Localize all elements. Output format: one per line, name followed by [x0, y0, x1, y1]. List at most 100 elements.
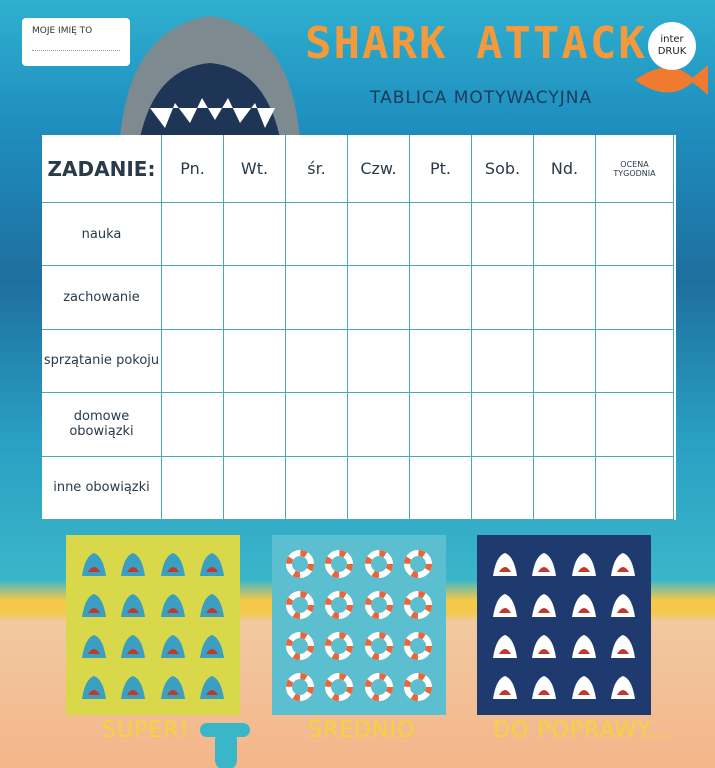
empty-cell	[286, 203, 348, 267]
empty-cell	[286, 266, 348, 330]
sticker	[193, 666, 233, 707]
subtitle: TABLICA MOTYWACYJNA	[370, 88, 593, 108]
empty-cell	[348, 329, 410, 394]
ring-icon	[325, 549, 354, 578]
task-table: ZADANIE: Pn. Wt. śr. Czw. Pt. Sob. Nd. OCENA TYG…	[42, 135, 676, 520]
empty-cell	[162, 393, 224, 457]
column-header: Pn.	[162, 135, 224, 203]
empty-cell	[534, 266, 596, 330]
empty-cell	[348, 266, 410, 330]
sticker	[193, 625, 233, 666]
sticker	[525, 666, 565, 707]
sticker	[320, 584, 360, 625]
task-label: nauka	[42, 203, 162, 267]
sticker	[399, 666, 439, 707]
shark-icon	[611, 593, 636, 617]
sticker	[485, 625, 525, 666]
sticker	[604, 584, 644, 625]
ring-icon	[364, 549, 393, 578]
sticker	[485, 666, 525, 707]
ring-icon	[404, 549, 433, 578]
sticker	[114, 584, 154, 625]
shark-icon	[121, 552, 146, 576]
ring-icon	[285, 549, 314, 578]
empty-cell	[596, 266, 674, 330]
name-label: MOJE IMIĘ TO	[32, 26, 93, 36]
shark-icon	[611, 675, 636, 699]
empty-cell	[596, 393, 674, 457]
shark-illustration	[120, 16, 300, 138]
shark-icon	[532, 552, 557, 576]
ring-icon	[404, 672, 433, 701]
empty-cell	[286, 456, 348, 520]
shark-icon	[492, 593, 517, 617]
name-box: MOJE IMIĘ TO	[22, 18, 130, 66]
sticker	[153, 625, 193, 666]
empty-cell	[286, 393, 348, 457]
sticker	[153, 543, 193, 584]
shark-icon	[532, 675, 557, 699]
sticker	[604, 543, 644, 584]
sticker	[525, 543, 565, 584]
empty-cell	[472, 203, 534, 267]
empty-cell	[162, 266, 224, 330]
ring-icon	[404, 590, 433, 619]
sticker	[359, 543, 399, 584]
sticker	[74, 625, 114, 666]
sticker	[280, 584, 320, 625]
ring-icon	[285, 631, 314, 660]
sticker	[564, 625, 604, 666]
fish-icon	[635, 65, 708, 95]
empty-cell	[472, 329, 534, 394]
sticker	[604, 666, 644, 707]
empty-cell	[472, 393, 534, 457]
sticker	[525, 584, 565, 625]
shark-icon	[571, 552, 596, 576]
empty-cell	[224, 393, 286, 457]
column-header: ZADANIE:	[42, 135, 162, 203]
empty-cell	[596, 329, 674, 394]
ring-icon	[285, 672, 314, 701]
shark-icon	[200, 634, 225, 658]
sticker-sheet	[272, 535, 446, 715]
ring-icon	[325, 590, 354, 619]
shark-icon	[81, 675, 106, 699]
empty-cell	[472, 456, 534, 520]
sticker	[604, 625, 644, 666]
empty-cell	[224, 456, 286, 520]
shark-icon	[611, 552, 636, 576]
shark-icon	[160, 634, 185, 658]
shark-icon	[160, 675, 185, 699]
sticker	[564, 543, 604, 584]
shark-icon	[160, 552, 185, 576]
sticker	[359, 666, 399, 707]
task-label: inne obowiązki	[42, 456, 162, 520]
sticker	[320, 543, 360, 584]
empty-cell	[162, 203, 224, 267]
sticker	[485, 543, 525, 584]
shark-icon	[121, 634, 146, 658]
shark-icon	[571, 634, 596, 658]
brand-logo: inter DRUK	[648, 22, 696, 70]
sticker	[280, 666, 320, 707]
empty-cell	[534, 329, 596, 394]
empty-cell	[224, 266, 286, 330]
task-label: domowe obowiązki	[42, 393, 162, 457]
empty-cell	[410, 266, 472, 330]
sticker	[399, 584, 439, 625]
ring-icon	[285, 590, 314, 619]
shark-icon	[492, 634, 517, 658]
shark-icon	[492, 675, 517, 699]
shark-icon	[200, 675, 225, 699]
empty-cell	[596, 203, 674, 267]
sticker	[114, 543, 154, 584]
ring-icon	[364, 590, 393, 619]
ring-icon	[325, 631, 354, 660]
brand-line: inter	[660, 34, 684, 45]
sticker	[280, 625, 320, 666]
task-label: zachowanie	[42, 266, 162, 330]
column-header: Czw.	[348, 135, 410, 203]
empty-cell	[286, 329, 348, 394]
empty-cell	[410, 329, 472, 394]
